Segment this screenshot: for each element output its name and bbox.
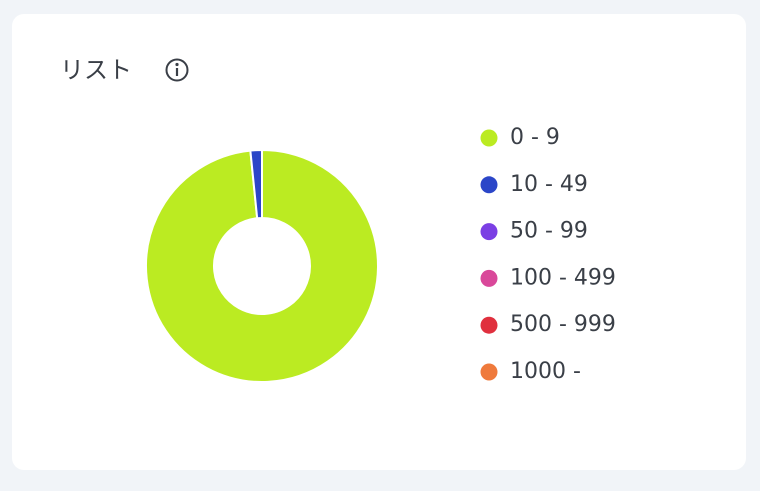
card-title: リスト: [60, 56, 132, 84]
legend-label: 500 - 999: [510, 312, 616, 337]
legend-swatch: [480, 129, 498, 147]
legend-label: 100 - 499: [510, 265, 616, 290]
legend-swatch: [480, 316, 498, 334]
info-icon[interactable]: [165, 58, 189, 82]
legend-label: 1000 -: [510, 359, 581, 384]
legend-swatch: [480, 363, 498, 381]
legend-label: 50 - 99: [510, 219, 588, 244]
donut-slice: [249, 148, 263, 220]
donut-slice: [145, 148, 379, 383]
info-icon-dot: [175, 62, 179, 67]
legend-label: 10 - 49: [510, 172, 588, 197]
legend-swatch: [480, 269, 498, 287]
info-icon-circle: [165, 58, 189, 82]
legend-label: 0 - 9: [510, 125, 560, 150]
legend-swatch: [480, 223, 498, 241]
legend-swatch: [480, 176, 498, 194]
